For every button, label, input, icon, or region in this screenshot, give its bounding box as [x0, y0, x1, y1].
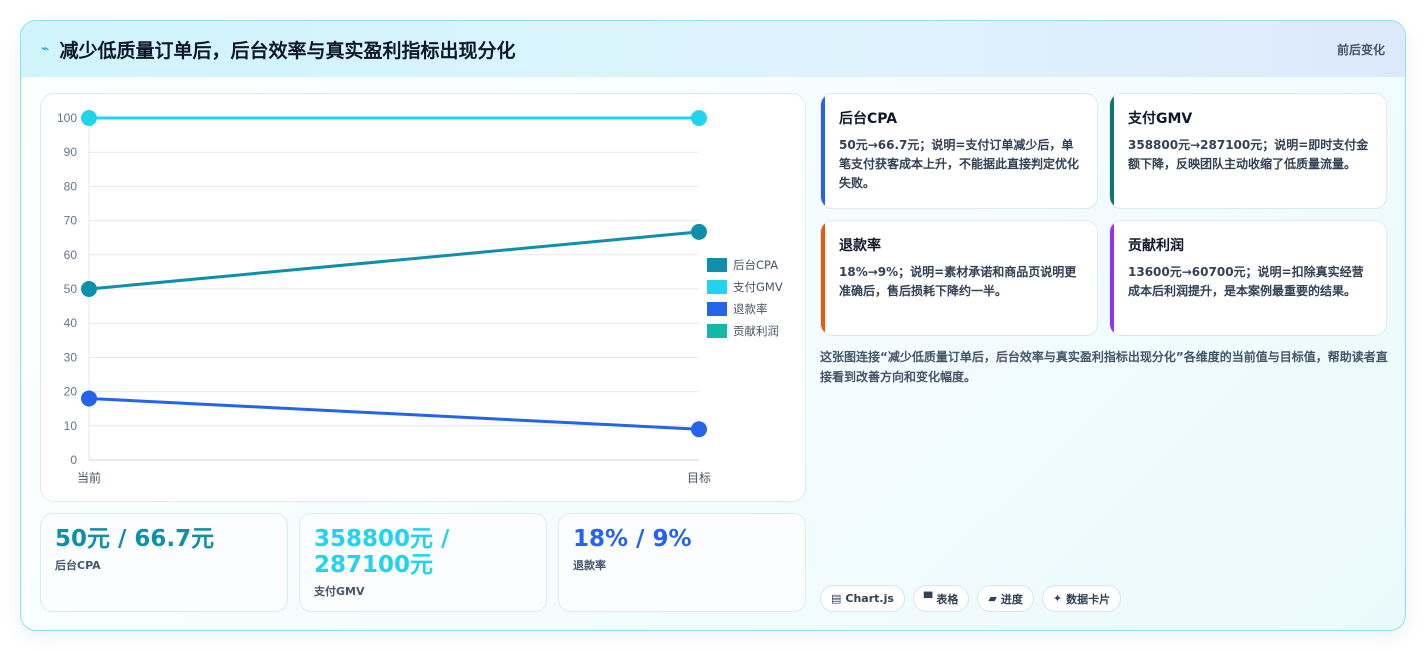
card-desc: 13600元→60700元；说明=扣除真实经营成本后利润提升，是本案例最重要的结…	[1128, 265, 1364, 298]
data-point	[691, 421, 707, 438]
chip-chartjs[interactable]: ▤ Chart.js	[820, 585, 905, 612]
info-card-refund: 退款率 18%→9%；说明=素材承诺和商品页说明更准确后，售后损耗下降约一半。	[820, 220, 1098, 336]
kpi-label: 退款率	[573, 559, 606, 572]
y-tick-label: 70	[64, 214, 78, 228]
summary-text: 这张图连接“减少低质量订单后，后台效率与真实盈利指标出现分化”各维度的当前值与目…	[820, 350, 1388, 384]
y-tick-label: 90	[64, 145, 78, 159]
legend-swatch	[707, 302, 727, 316]
chip-label: 数据卡片	[1066, 592, 1111, 606]
data-point	[691, 110, 707, 126]
info-card-profit: 贡献利润 13600元→60700元；说明=扣除真实经营成本后利润提升，是本案例…	[1109, 220, 1387, 336]
legend-label: 贡献利润	[733, 324, 779, 338]
card-desc: 358800元→287100元；说明=即时支付金额下降，反映团队主动收缩了低质量…	[1128, 138, 1369, 171]
legend-swatch	[707, 280, 727, 294]
y-tick-label: 10	[64, 419, 78, 433]
x-tick-label: 目标	[687, 471, 711, 485]
dashboard-panel: ⌁ 减少低质量订单后，后台效率与真实盈利指标出现分化 前后变化 0 10 20 30 4…	[20, 20, 1406, 631]
panel-header: ⌁ 减少低质量订单后，后台效率与真实盈利指标出现分化 前后变化	[21, 21, 1405, 77]
data-point	[81, 281, 97, 297]
data-point	[81, 390, 97, 407]
y-tick-label: 80	[64, 179, 78, 193]
chip-progress[interactable]: ▰ 进度	[977, 585, 1034, 612]
chip-label: 进度	[1000, 592, 1023, 606]
x-tick-label: 当前	[77, 470, 101, 485]
card-accent	[1110, 221, 1114, 335]
y-tick-label: 0	[70, 453, 77, 467]
bolt-icon: ⌁	[41, 41, 50, 57]
chart-icon: ▤	[831, 592, 842, 605]
panel-title: 减少低质量订单后，后台效率与真实盈利指标出现分化	[59, 39, 516, 62]
y-tick-label: 20	[64, 385, 78, 399]
info-card-cpa: 后台CPA 50元→66.7元；说明=支付订单减少后，单笔支付获客成本上升，不能…	[820, 93, 1098, 209]
chip-label: 表格	[936, 592, 959, 606]
card-title: 退款率	[839, 238, 881, 254]
card-title: 后台CPA	[839, 111, 898, 127]
card-desc: 50元→66.7元；说明=支付订单减少后，单笔支付获客成本上升，不能据此直接判定…	[839, 138, 1080, 190]
feature-chips: ▤ Chart.js ▀ 表格 ▰ 进度 ✦ 数据卡片	[820, 585, 1122, 612]
y-tick-label: 60	[64, 248, 78, 262]
kpi-value: 50元 / 66.7元	[55, 526, 215, 552]
kpi-value: 18% / 9%	[573, 526, 692, 552]
progress-icon: ▰	[988, 592, 997, 605]
card-title: 贡献利润	[1128, 238, 1184, 254]
card-accent	[1110, 94, 1114, 208]
y-tick-label: 30	[64, 350, 78, 364]
info-card-gmv: 支付GMV 358800元→287100元；说明=即时支付金额下降，反映团队主动…	[1109, 93, 1387, 209]
legend-label: 退款率	[733, 302, 768, 316]
data-point	[691, 223, 707, 240]
card-accent	[821, 221, 825, 335]
legend-swatch	[707, 324, 727, 338]
data-point	[81, 110, 97, 126]
chip-data-card[interactable]: ✦ 数据卡片	[1041, 585, 1122, 612]
kpi-label: 支付GMV	[314, 585, 365, 598]
series-line	[88, 230, 700, 291]
y-tick-label: 100	[57, 111, 77, 125]
chip-label: Chart.js	[845, 592, 894, 605]
kpi-label: 后台CPA	[55, 559, 101, 572]
table-icon: ▀	[923, 592, 933, 605]
legend-label: 支付GMV	[733, 280, 783, 294]
kpi-card-gmv: 358800元 / 287100元 支付GMV	[299, 513, 547, 612]
chip-table[interactable]: ▀ 表格	[912, 585, 970, 612]
y-tick-label: 40	[64, 316, 78, 330]
y-tick-label: 50	[64, 282, 78, 296]
card-title: 支付GMV	[1128, 111, 1193, 127]
series-line	[88, 396, 700, 431]
card-accent	[821, 94, 825, 208]
change-tag: 前后变化	[1336, 42, 1385, 57]
legend-label: 后台CPA	[733, 258, 778, 272]
kpi-card-cpa: 50元 / 66.7元 后台CPA	[40, 513, 288, 612]
card-desc: 18%→9%；说明=素材承诺和商品页说明更准确后，售后损耗下降约一半。	[839, 265, 1077, 298]
kpi-value: 358800元 / 287100元	[314, 526, 450, 578]
sparkle-icon: ✦	[1052, 592, 1063, 605]
kpi-card-refund: 18% / 9% 退款率	[558, 513, 806, 612]
line-chart-card: 0 10 20 30 40 50 60 70 80 90 100 当前 目标 后台CPA 支付GMV 退款率贡…	[40, 93, 806, 502]
line-chart: 0 10 20 30 40 50 60 70 80 90 100 当前 目标 后台CPA 支付GMV 退款率贡…	[57, 110, 783, 485]
legend-swatch	[707, 258, 727, 272]
